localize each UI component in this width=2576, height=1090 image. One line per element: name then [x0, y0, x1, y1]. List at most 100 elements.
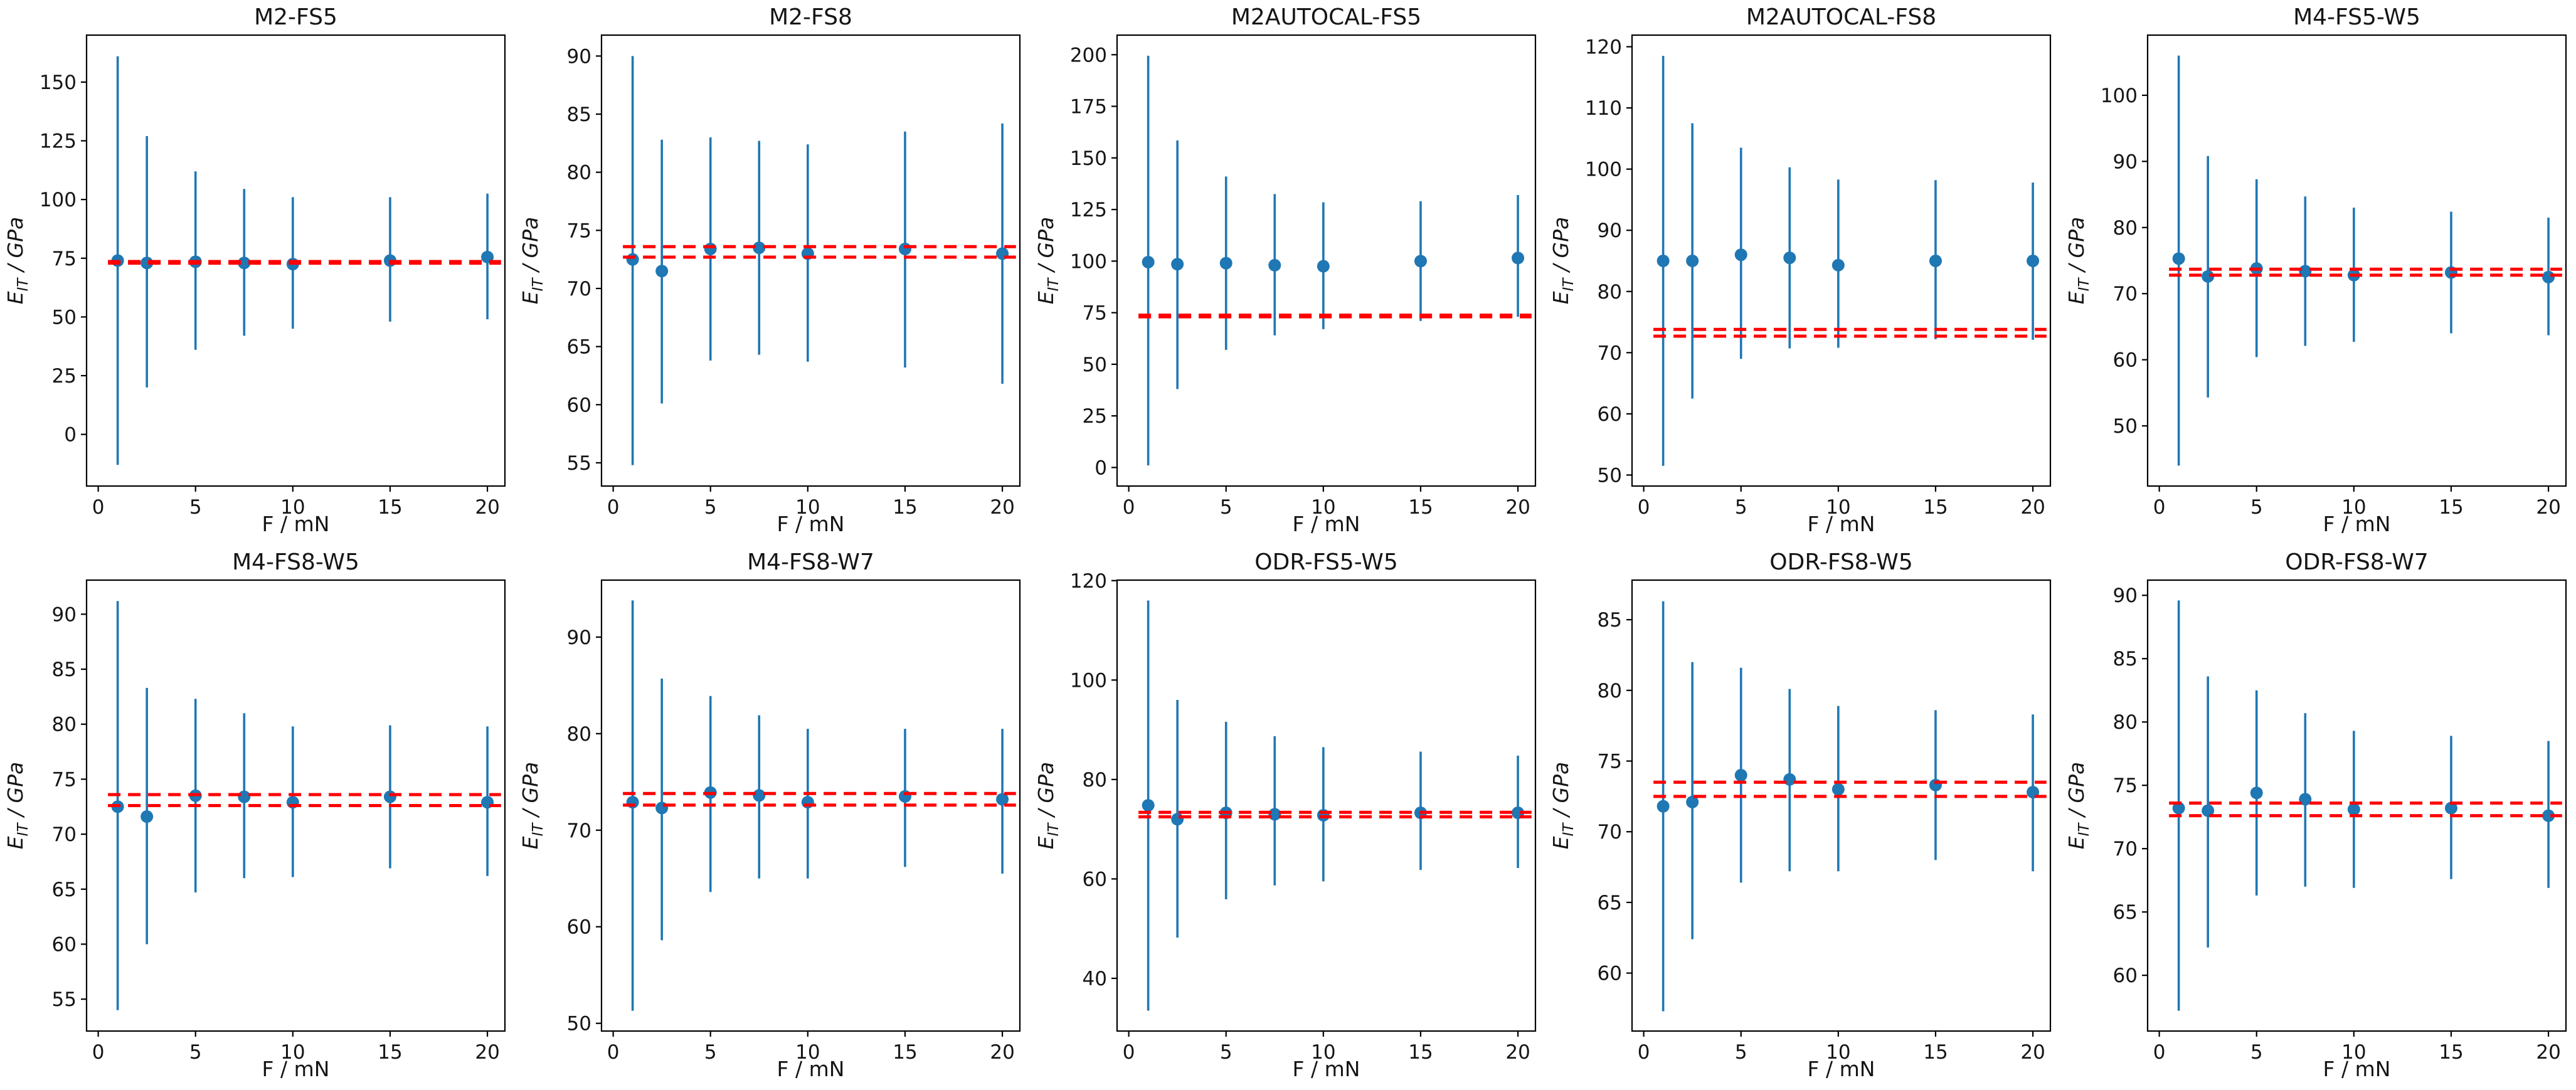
data-point-marker	[2201, 270, 2214, 283]
data-point-marker	[1686, 795, 1699, 808]
subplot-title: M2-FS5	[254, 4, 337, 30]
x-tick-label: 10	[1826, 496, 1850, 519]
x-tick-label: 20	[1505, 1041, 1530, 1064]
data-point-marker	[1929, 254, 1943, 267]
axes-frame	[2146, 579, 2567, 1032]
data-point-marker	[753, 789, 766, 802]
chart-canvas: 0 5 10 15 20 40 60 80 100 120 ODR-FS5-W5 F / mN EIT …	[1034, 549, 1536, 1081]
y-tick-label: 120	[1070, 570, 1107, 593]
data-point-marker	[655, 265, 669, 278]
subplot-title: ODR-FS8-W5	[1769, 549, 1912, 575]
y-tick-label: 80	[567, 723, 591, 746]
x-tick-label: 0	[2153, 496, 2165, 519]
y-tick-label: 70	[1598, 821, 1622, 844]
y-tick-label: 110	[1585, 97, 1622, 120]
x-tick-label: 20	[990, 496, 1015, 519]
x-tick-label: 0	[607, 496, 620, 519]
axes-frame	[601, 579, 1021, 1032]
x-tick-label: 10	[796, 1041, 820, 1064]
y-tick-label: 90	[567, 627, 591, 649]
y-axis-label: EIT / GPa	[2064, 217, 2092, 305]
y-axis-label: EIT / GPa	[1549, 217, 1577, 305]
x-tick-label: 5	[189, 1041, 202, 1064]
y-axis-label: EIT / GPa	[1549, 762, 1577, 850]
x-tick-label: 20	[2021, 496, 2045, 519]
axes-frame	[1116, 579, 1536, 1032]
y-tick-label: 90	[567, 45, 591, 68]
y-tick-label: 60	[567, 916, 591, 939]
data-point-marker	[140, 257, 154, 270]
axes-frame	[1631, 579, 2052, 1032]
chart-canvas: 0 5 10 15 200255075100125150175200M2AUTOCAL-…	[1034, 4, 1536, 536]
x-tick-label: 15	[378, 1041, 402, 1064]
x-tick-label: 15	[1408, 1041, 1433, 1064]
y-axis-label: EIT / GPa	[3, 762, 31, 850]
data-point-marker	[383, 790, 396, 803]
x-tick-label: 20	[475, 1041, 499, 1064]
data-point-marker	[1170, 813, 1184, 826]
subplot-m4-fs5-w5: 0 5 10 15 20 50 60 70 80 90 100 M4-FS5-W5 F / mN EIT …	[2061, 0, 2576, 545]
data-point-marker	[1734, 769, 1747, 782]
data-point-marker	[2298, 265, 2311, 278]
x-tick-label: 5	[1735, 496, 1747, 519]
y-tick-label: 85	[567, 103, 591, 126]
subplot-m2autocal-fs5: 0 5 10 15 20 0 25 50 75 100 125 150 175 200 M2AUTOCAL-…	[1031, 0, 1545, 545]
axes-frame	[601, 34, 1021, 487]
x-tick-label: 0	[92, 496, 105, 519]
y-tick-label: 100	[2100, 85, 2137, 107]
data-point-marker	[2347, 803, 2360, 816]
y-tick-label: 150	[1070, 147, 1107, 170]
subplot-title: M4-FS8-W5	[232, 549, 359, 575]
x-tick-label: 20	[1505, 496, 1530, 519]
subplot-title: M2-FS8	[769, 4, 852, 30]
axes-frame	[2146, 34, 2567, 487]
y-tick-label: 65	[1598, 892, 1622, 914]
y-tick-label: 70	[567, 820, 591, 842]
y-tick-label: 125	[40, 130, 77, 153]
y-tick-label: 50	[567, 1013, 591, 1035]
subplot-m2-fs8: 0 5 10 15 20 55 60 65 70 75 80 85 90 M2-FS8 F / mN EIT …	[515, 0, 1030, 545]
y-tick-label: 40	[1082, 968, 1106, 990]
data-point-marker	[1511, 251, 1524, 265]
x-tick-label: 10	[280, 1041, 305, 1064]
x-tick-label: 20	[475, 496, 499, 519]
axes-frame	[1116, 34, 1536, 487]
y-tick-label: 60	[1598, 963, 1622, 985]
subplot-title: ODR-FS8-W7	[2285, 549, 2428, 575]
subplot-odr-fs8-w7: 0 5 10 15 20 60 65 70 75 80 85 90 ODR-FS8-W7 F / mN EI…	[2061, 545, 2576, 1090]
axes-frame	[85, 34, 506, 487]
x-tick-label: 20	[2536, 496, 2560, 519]
y-tick-label: 70	[52, 823, 77, 846]
x-tick-label: 0	[92, 1041, 105, 1064]
x-tick-label: 10	[1311, 496, 1335, 519]
data-point-marker	[753, 241, 766, 255]
x-axis-label: F / mN	[2323, 512, 2390, 536]
chart-canvas: 0 5 10 15 20 55 60 65 70 75 80 85 90 M4-FS8-W5 F / mN E…	[3, 549, 506, 1081]
x-tick-label: 0	[1638, 496, 1650, 519]
y-tick-label: 85	[1598, 609, 1622, 632]
x-tick-label: 10	[796, 496, 820, 519]
x-tick-label: 5	[1220, 496, 1232, 519]
x-tick-label: 15	[2439, 1041, 2463, 1064]
y-tick-label: 85	[52, 659, 77, 681]
data-point-marker	[2542, 270, 2555, 283]
data-point-marker	[627, 253, 640, 266]
y-tick-label: 70	[2112, 838, 2137, 860]
x-tick-label: 10	[1311, 1041, 1335, 1064]
x-tick-label: 5	[1220, 1041, 1232, 1064]
subplot-m4-fs8-w7: 0 5 10 15 20 50 60 70 80 90 M4-FS8-W7 F / mN EIT / G…	[515, 545, 1030, 1090]
subplot-m2autocal-fs8: 0 5 10 15 20 50 60 70 80 90 100 110 120 M2AUTOCAL-FS8…	[1545, 0, 2060, 545]
y-tick-label: 75	[1082, 302, 1106, 325]
x-tick-label: 20	[990, 1041, 1015, 1064]
data-point-marker	[238, 257, 251, 270]
data-point-marker	[2172, 802, 2185, 815]
x-tick-label: 15	[1408, 496, 1433, 519]
data-point-marker	[1734, 248, 1747, 262]
y-tick-label: 75	[567, 220, 591, 242]
y-tick-label: 125	[1070, 199, 1107, 221]
y-axis-label: EIT / GPa	[518, 217, 546, 305]
y-tick-label: 60	[567, 394, 591, 416]
y-tick-label: 75	[52, 768, 77, 791]
data-point-marker	[1268, 808, 1281, 821]
